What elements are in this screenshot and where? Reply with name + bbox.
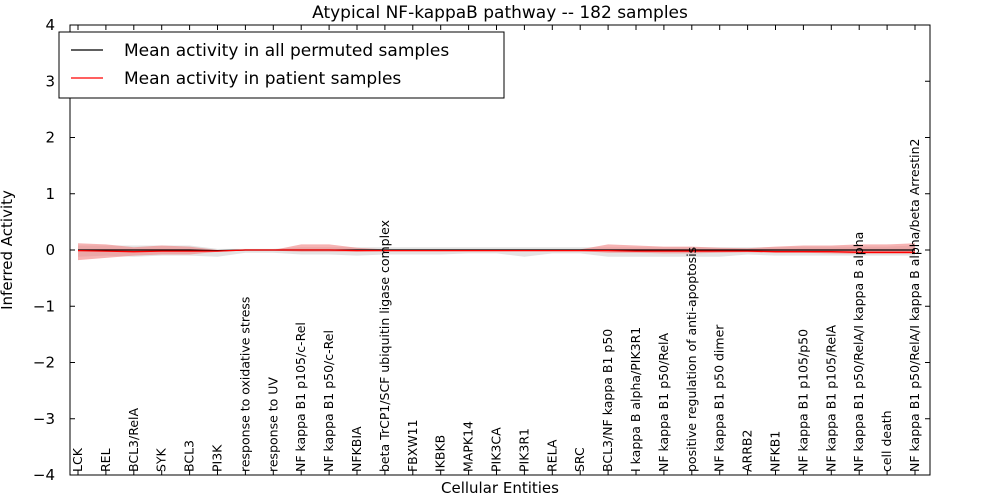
- category-label: NF kappa B1 p50/c-Rel: [321, 330, 336, 472]
- legend-entry-patient: Mean activity in patient samples: [124, 69, 401, 89]
- x-axis-category-labels: LCK REL BCL3/RelA SYK BCL3 PI3K response to ox…: [70, 25, 922, 475]
- y-tick-label: −1: [33, 297, 55, 315]
- chart-title: Atypical NF-kappaB pathway -- 182 sample…: [312, 3, 688, 23]
- category-label: PIK3CA: [489, 427, 504, 472]
- line-series-1: [77, 249, 915, 253]
- y-tick-label: −2: [33, 354, 55, 372]
- category-label: NF kappa B1 p105/RelA: [823, 325, 838, 472]
- legend-box: [58, 31, 505, 99]
- category-label: SYK: [154, 447, 169, 472]
- category-label: BCL3/NF kappa B1 p50: [600, 329, 615, 472]
- y-tick-label: 0: [45, 241, 55, 259]
- legend-entry-permuted: Mean activity in all permuted samples: [124, 41, 449, 61]
- category-label: response to oxidative stress: [237, 297, 252, 472]
- y-tick-label: 4: [45, 16, 55, 34]
- category-label: NF kappa B1 p50/RelA: [656, 332, 671, 472]
- y-tick-label: −3: [33, 410, 55, 428]
- category-label: IKBKB: [433, 435, 448, 472]
- category-label: response to UV: [265, 377, 280, 472]
- y-tick-label: 1: [45, 185, 55, 203]
- category-label: RELA: [544, 439, 559, 472]
- category-label: positive regulation of anti-apoptosis: [684, 247, 699, 472]
- category-label: MAPK14: [461, 421, 476, 472]
- category-label: NF kappa B1 p50/RelA/I kappa B alpha: [851, 232, 866, 472]
- band-series-1: [78, 243, 915, 261]
- category-label: PIK3R1: [516, 428, 531, 472]
- category-label: REL: [98, 448, 113, 472]
- y-axis: −4 −3 −2 −1 0 1 2 3 4: [33, 16, 930, 484]
- legend: Mean activity in all permuted samples Me…: [58, 31, 505, 99]
- category-label: cell death: [879, 410, 894, 472]
- y-tick-label: 3: [45, 72, 55, 90]
- category-label: PI3K: [210, 444, 225, 472]
- y-tick-label: 2: [45, 129, 55, 147]
- y-axis-label: Inferred Activity: [0, 190, 16, 310]
- category-label: beta TrCP1/SCF ubiquitin ligase complex: [377, 220, 392, 472]
- x-axis-label: Cellular Entities: [441, 479, 559, 497]
- category-label: BCL3/RelA: [126, 408, 141, 472]
- y-tick-label: −4: [33, 466, 55, 484]
- category-label: ARRB2: [740, 430, 755, 472]
- category-label: NFKB1: [768, 431, 783, 472]
- category-label: SRC: [572, 447, 587, 472]
- series-lines: [77, 249, 915, 253]
- category-label: I kappa B alpha/PIK3R1: [628, 327, 643, 472]
- category-label: FBXW11: [405, 419, 420, 472]
- category-label: NFKBIA: [349, 426, 364, 472]
- category-label: BCL3: [182, 440, 197, 472]
- category-label: NF kappa B1 p50/RelA/I kappa B alpha/bet…: [907, 139, 922, 473]
- category-label: NF kappa B1 p105/p50: [795, 329, 810, 472]
- category-label: NF kappa B1 p50 dimer: [712, 324, 727, 472]
- category-label: LCK: [70, 447, 85, 472]
- category-label: NF kappa B1 p105/c-Rel: [293, 322, 308, 472]
